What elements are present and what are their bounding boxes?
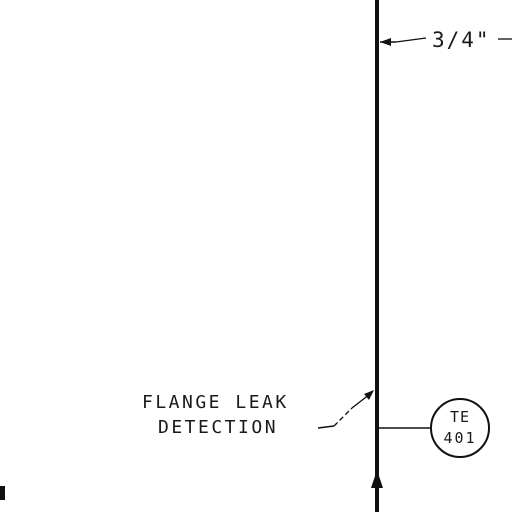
leader-arrow-icon bbox=[364, 390, 374, 400]
instrument-tag-number: 401 bbox=[443, 429, 476, 447]
flange-leak-callout: FLANGE LEAK DETECTION bbox=[142, 390, 374, 438]
edge-mark bbox=[0, 486, 5, 500]
annotation-line-1: FLANGE LEAK bbox=[142, 392, 289, 413]
line-size-label: 3/4" bbox=[432, 28, 491, 52]
flow-arrow-icon bbox=[371, 470, 383, 488]
instrument-tag-letters: TE bbox=[450, 408, 470, 426]
annotation-line-2: DETECTION bbox=[158, 417, 278, 438]
line-size-callout: 3/4" bbox=[380, 28, 512, 52]
instrument-bubble: TE 401 bbox=[430, 398, 490, 458]
